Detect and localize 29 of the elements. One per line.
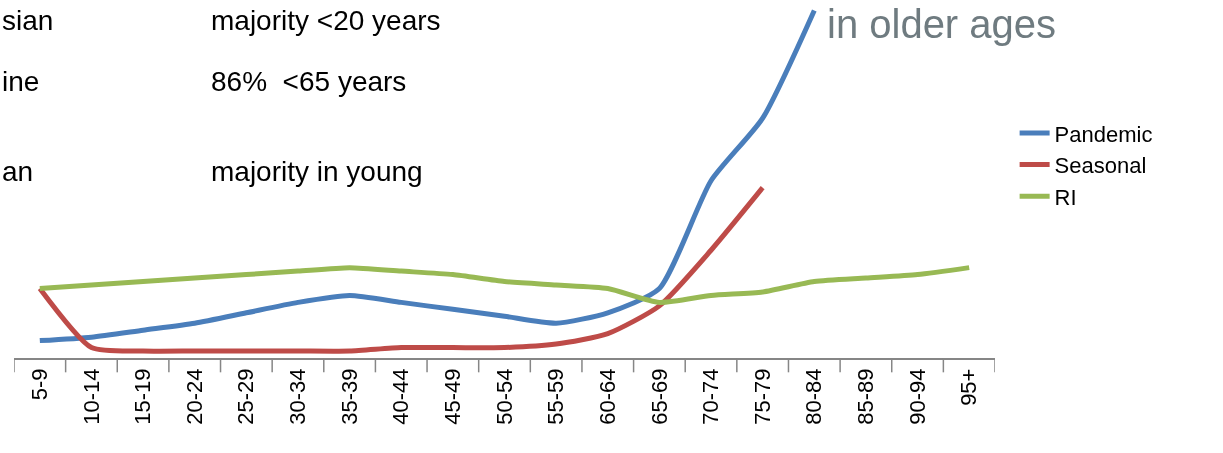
annotation: ine (2, 66, 40, 97)
legend-label: Pandemic (1054, 121, 1153, 147)
x-tick-label: 80-84 (801, 368, 827, 425)
x-tick-label: 55-59 (543, 368, 569, 425)
x-tick-label: 50-54 (491, 368, 517, 425)
annotation: majority <20 years (211, 5, 441, 36)
annotation: an (2, 156, 34, 187)
x-tick-label: 90-94 (904, 368, 930, 425)
x-tick-label: 30-34 (285, 368, 311, 425)
x-tick-label: 95+ (956, 368, 982, 406)
x-tick-label: 40-44 (388, 368, 414, 425)
x-tick-label: 85-89 (853, 368, 879, 425)
x-tick-label: 10-14 (78, 368, 104, 425)
x-tick-label: 75-79 (749, 368, 775, 425)
chart-title: in older ages (827, 2, 1057, 46)
x-tick-label: 35-39 (336, 368, 362, 425)
x-tick-label: 60-64 (594, 368, 620, 425)
x-tick-label: 65-69 (646, 368, 672, 425)
legend-label: RI (1054, 184, 1077, 210)
legend-label: Seasonal (1054, 153, 1147, 179)
x-tick-label: 25-29 (233, 368, 259, 425)
x-tick-label: 70-74 (698, 368, 724, 425)
annotation: sian (2, 5, 54, 36)
x-tick-label: 45-49 (440, 368, 466, 425)
annotation: 86% <65 years (211, 66, 407, 97)
x-tick-label: 15-19 (130, 368, 156, 425)
annotation: majority in young (211, 156, 423, 187)
x-tick-label: 20-24 (181, 368, 207, 425)
x-tick-label: 5-9 (26, 368, 52, 401)
